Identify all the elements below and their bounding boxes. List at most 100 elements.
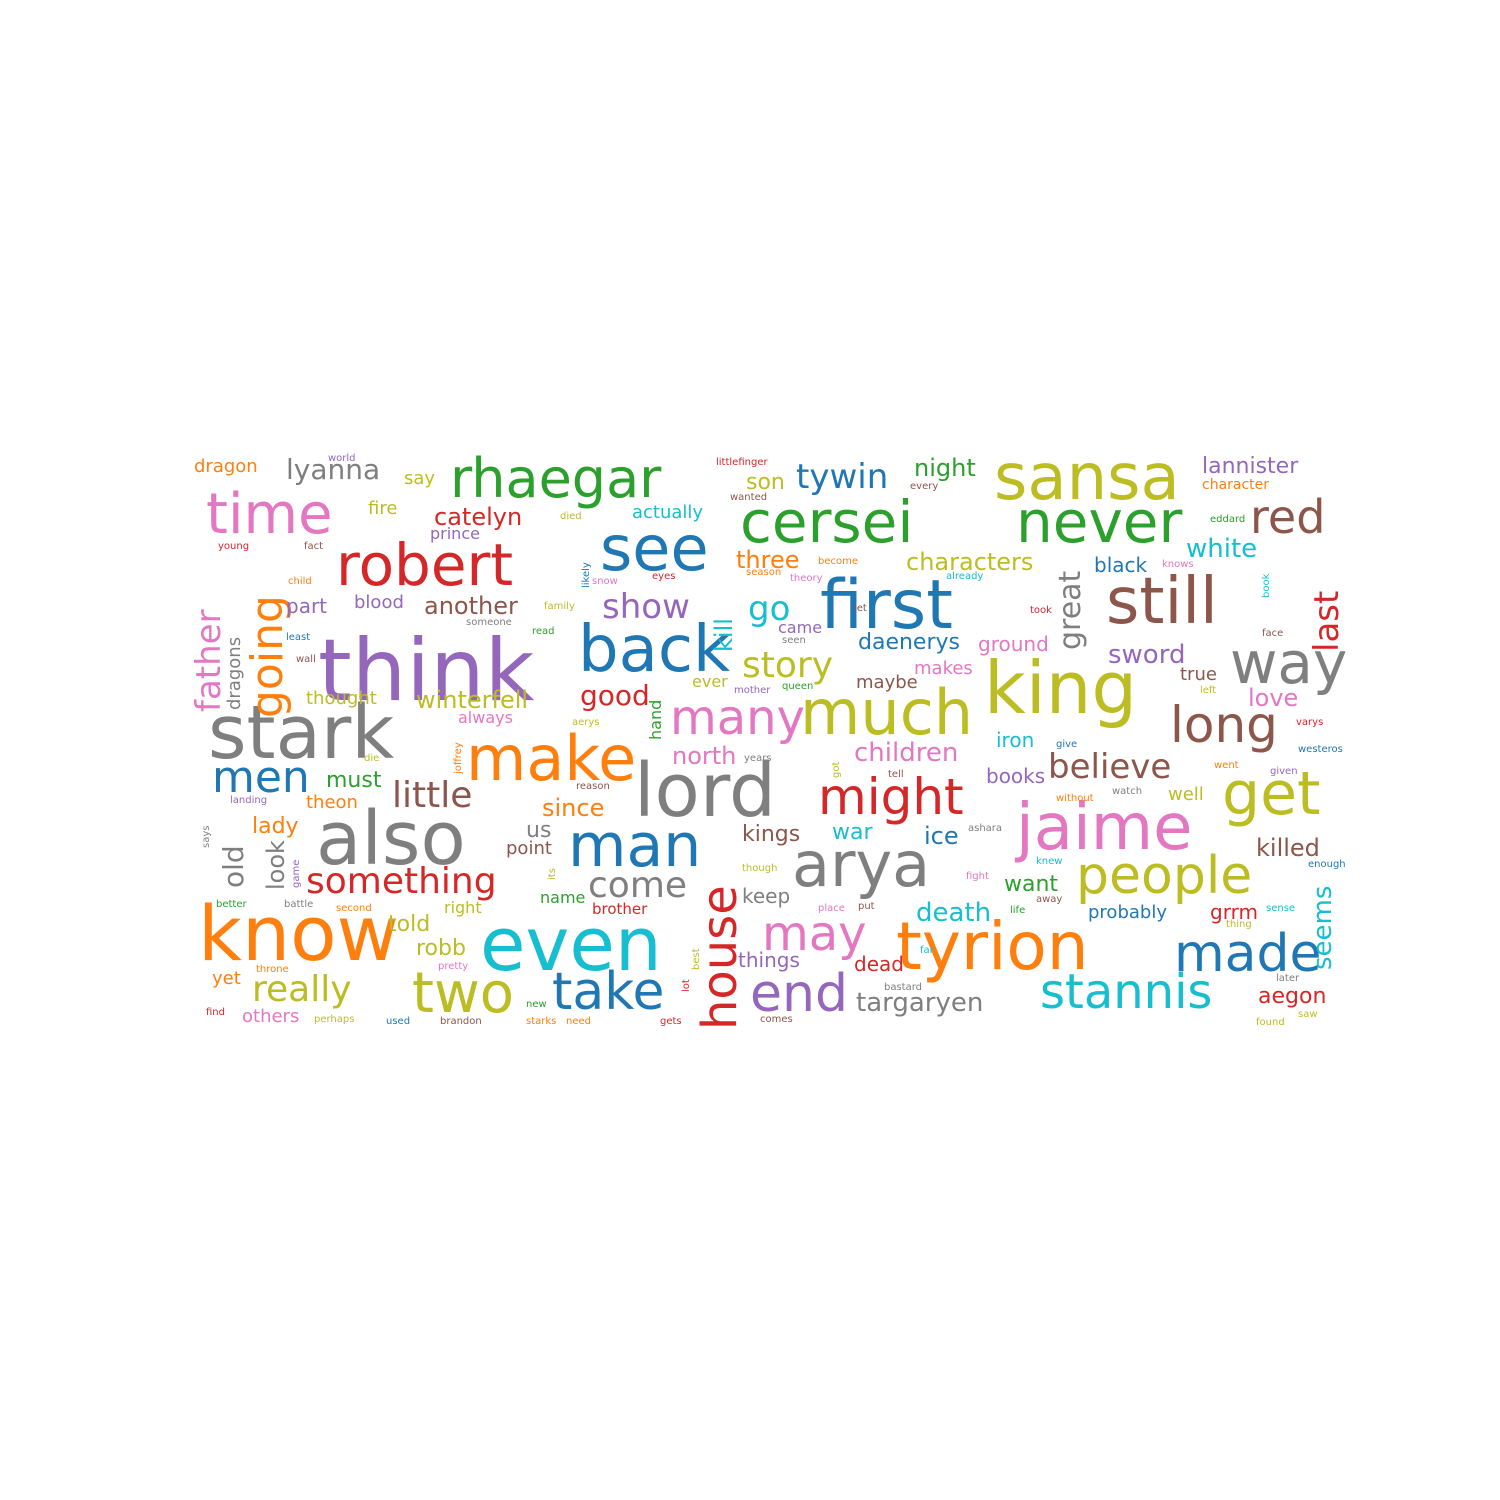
word-must: must bbox=[326, 768, 382, 793]
word-starks: starks bbox=[526, 1016, 557, 1027]
word-seen: seen bbox=[782, 635, 806, 646]
word-sense: sense bbox=[1266, 903, 1296, 914]
word-throne: throne bbox=[256, 964, 289, 975]
word-lord: lord bbox=[634, 748, 776, 834]
word-someone: someone bbox=[466, 617, 512, 628]
word-actually: actually bbox=[632, 502, 704, 523]
word-find: find bbox=[206, 1007, 225, 1018]
word-characters: characters bbox=[906, 548, 1034, 576]
word-new: new bbox=[526, 999, 547, 1010]
word-give: give bbox=[1056, 739, 1078, 750]
word-come: come bbox=[588, 865, 688, 906]
word-die: die bbox=[364, 753, 380, 764]
word-fire: fire bbox=[368, 498, 398, 519]
word-yet: yet bbox=[212, 968, 241, 989]
word-grrm: grrm bbox=[1210, 900, 1258, 924]
word-kings: kings bbox=[742, 822, 801, 847]
word-red: red bbox=[1250, 490, 1326, 544]
word-book: book bbox=[1261, 573, 1272, 598]
word-family: family bbox=[544, 601, 575, 612]
word-without: without bbox=[1056, 793, 1094, 804]
word-snow: snow bbox=[592, 576, 618, 587]
word-man: man bbox=[568, 811, 702, 881]
word-lannister: lannister bbox=[1202, 454, 1299, 479]
word-robb: robb bbox=[416, 936, 466, 961]
word-go: go bbox=[748, 589, 791, 629]
word-pretty: pretty bbox=[438, 961, 469, 972]
word-its: its bbox=[547, 868, 558, 880]
word-season: season bbox=[746, 567, 782, 578]
word-landing: landing bbox=[230, 795, 268, 806]
word-keep: keep bbox=[742, 884, 791, 908]
word-children: children bbox=[854, 738, 959, 768]
word-end: end bbox=[750, 964, 848, 1024]
word-knew: knew bbox=[1036, 856, 1063, 867]
word-us: us bbox=[526, 818, 552, 843]
word-time: time bbox=[206, 482, 333, 547]
word-found: found bbox=[1256, 1017, 1285, 1028]
word-better: better bbox=[216, 899, 247, 910]
word-least: least bbox=[286, 632, 311, 643]
word-back: back bbox=[578, 613, 731, 687]
word-iron: iron bbox=[996, 728, 1035, 752]
word-place: place bbox=[818, 903, 845, 914]
word-though: though bbox=[742, 863, 778, 874]
word-since: since bbox=[542, 794, 605, 822]
word-battle: battle bbox=[284, 899, 314, 910]
word-believe: believe bbox=[1048, 747, 1172, 787]
word-part: part bbox=[286, 594, 328, 618]
word-much: much bbox=[800, 676, 974, 749]
word-targaryen: targaryen bbox=[856, 988, 984, 1018]
word-dragons: dragons bbox=[224, 636, 245, 710]
word-people: people bbox=[1076, 846, 1253, 906]
word-old: old bbox=[217, 845, 250, 888]
word-wall: wall bbox=[296, 654, 316, 665]
word-far: far bbox=[920, 945, 934, 956]
word-perhaps: perhaps bbox=[314, 1014, 355, 1025]
word-mother: mother bbox=[734, 685, 771, 696]
word-character: character bbox=[1202, 477, 1270, 493]
word-winterfell: winterfell bbox=[416, 686, 529, 714]
word-thing: thing bbox=[1226, 919, 1252, 930]
word-lot: lot bbox=[681, 979, 692, 992]
word-tywin: tywin bbox=[796, 457, 889, 497]
word-littlefinger: littlefinger bbox=[716, 457, 768, 468]
word-saw: saw bbox=[1298, 1009, 1318, 1020]
word-point: point bbox=[506, 838, 552, 859]
word-blood: blood bbox=[354, 592, 404, 613]
word-white: white bbox=[1186, 534, 1258, 564]
word-house: house bbox=[692, 885, 748, 1030]
word-later: later bbox=[1276, 973, 1300, 984]
word-killed: killed bbox=[1256, 834, 1320, 862]
word-read: read bbox=[532, 626, 555, 637]
word-stark: stark bbox=[208, 690, 395, 776]
word-story: story bbox=[742, 645, 834, 686]
word-came: came bbox=[778, 618, 823, 637]
word-knows: knows bbox=[1162, 559, 1194, 570]
word-cersei: cersei bbox=[740, 488, 914, 556]
word-gets: gets bbox=[660, 1016, 682, 1027]
word-rhaegar: rhaegar bbox=[450, 447, 662, 510]
word-world: world bbox=[328, 453, 356, 464]
word-given: given bbox=[1270, 766, 1298, 777]
word-joffrey: joffrey bbox=[453, 742, 464, 774]
word-bastard: bastard bbox=[884, 982, 923, 993]
word-name: name bbox=[540, 888, 586, 907]
word-already: already bbox=[946, 571, 984, 582]
word-books: books bbox=[986, 764, 1046, 788]
word-comes: comes bbox=[760, 1014, 793, 1025]
word-enough: enough bbox=[1308, 859, 1346, 870]
word-aegon: aegon bbox=[1258, 984, 1327, 1009]
word-sword: sword bbox=[1108, 640, 1186, 670]
word-love: love bbox=[1248, 684, 1299, 712]
word-put: put bbox=[858, 901, 875, 912]
word-ever: ever bbox=[692, 672, 728, 691]
word-got: got bbox=[831, 761, 842, 778]
word-might: might bbox=[818, 768, 964, 826]
word-think: think bbox=[318, 621, 535, 721]
word-robert: robert bbox=[336, 531, 514, 599]
word-ice: ice bbox=[924, 822, 959, 850]
word-something: something bbox=[306, 861, 497, 902]
word-need: need bbox=[566, 1016, 591, 1027]
